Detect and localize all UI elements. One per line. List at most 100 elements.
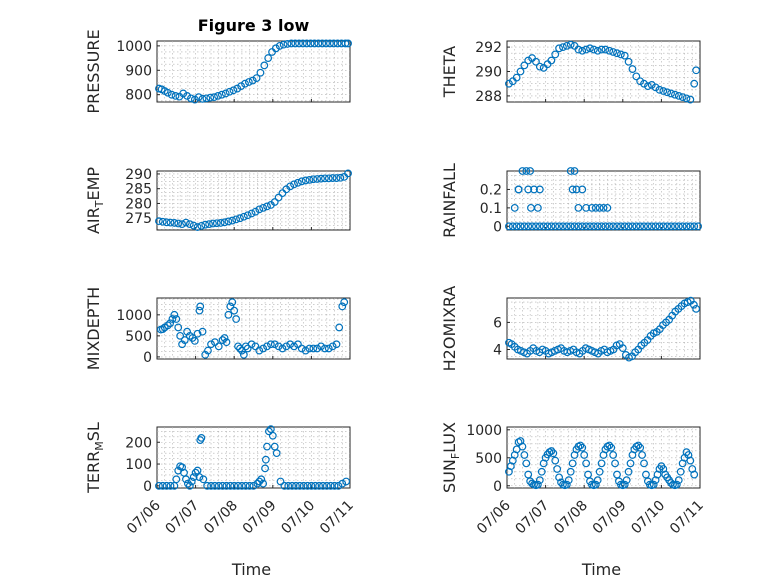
y-axis-label: THETA xyxy=(440,46,459,98)
data-point xyxy=(578,185,587,194)
data-point xyxy=(547,222,556,231)
data-point xyxy=(266,340,275,349)
data-point xyxy=(593,476,602,485)
data-point xyxy=(532,57,540,66)
data-point xyxy=(210,93,219,102)
data-point xyxy=(605,441,614,450)
data-point xyxy=(566,467,575,476)
x-tick-label: 07/09 xyxy=(590,498,630,538)
data-point xyxy=(321,174,329,183)
data-point xyxy=(162,218,171,227)
data-point xyxy=(205,220,214,229)
data-point xyxy=(535,185,544,194)
data-point xyxy=(535,222,544,231)
data-point xyxy=(522,459,531,468)
data-point xyxy=(263,202,271,211)
data-point xyxy=(634,441,643,450)
y-tick-label: 292 xyxy=(475,40,502,56)
data-point xyxy=(344,169,352,178)
data-point xyxy=(338,479,347,488)
data-point xyxy=(212,219,221,228)
data-point xyxy=(319,481,327,490)
data-point xyxy=(640,79,648,88)
data-point xyxy=(593,46,602,55)
data-point xyxy=(613,470,621,479)
data-point xyxy=(597,222,606,231)
data-point xyxy=(578,222,587,231)
data-point xyxy=(291,39,300,48)
data-point xyxy=(624,467,633,476)
y-tick-label: 1000 xyxy=(466,423,502,439)
data-point xyxy=(514,185,523,194)
data-point xyxy=(224,217,233,226)
data-point xyxy=(263,442,271,451)
data-point xyxy=(261,455,270,464)
series-markers xyxy=(505,167,702,231)
data-point xyxy=(183,479,192,488)
data-point xyxy=(238,481,246,490)
data-point xyxy=(566,167,575,175)
data-point xyxy=(214,91,222,100)
data-point xyxy=(263,342,271,351)
data-point xyxy=(678,222,687,231)
data-point xyxy=(317,174,325,183)
data-point xyxy=(518,167,527,175)
data-point xyxy=(609,451,618,459)
data-point xyxy=(564,476,573,485)
data-point xyxy=(201,220,210,229)
y-tick-label: 1000 xyxy=(116,39,152,55)
data-point xyxy=(520,61,529,70)
data-point xyxy=(295,39,303,48)
data-point xyxy=(328,342,337,351)
y-axis-label: H2OMIXRA xyxy=(440,286,459,372)
data-point xyxy=(636,443,645,452)
data-point xyxy=(582,222,591,231)
data-point xyxy=(162,481,171,490)
series-markers xyxy=(155,39,352,104)
data-point xyxy=(572,185,581,194)
data-point xyxy=(174,323,183,332)
data-point xyxy=(526,167,535,175)
x-tick-label: 07/10 xyxy=(278,498,318,538)
subplot-rainfall: 0 0.1 0.2 RAINFALL xyxy=(440,163,702,238)
subplot-theta: 288 290 292 THETA xyxy=(440,40,701,105)
data-point xyxy=(228,298,237,307)
data-point xyxy=(174,219,183,228)
data-point xyxy=(672,480,681,489)
data-point xyxy=(163,88,172,97)
data-point xyxy=(512,73,521,82)
data-point xyxy=(636,77,645,86)
data-point xyxy=(549,449,558,458)
data-point xyxy=(628,65,637,73)
data-point xyxy=(271,44,280,53)
data-point xyxy=(288,481,297,490)
subplot-mixdepth: 0 500 1000 MIXDEPTH xyxy=(84,287,351,370)
data-point xyxy=(686,456,695,465)
data-point xyxy=(690,470,699,479)
data-point xyxy=(286,182,295,191)
data-point xyxy=(609,48,618,56)
subplot-terr: 0 100 200 TERRMSL xyxy=(84,422,351,495)
data-point xyxy=(260,61,269,70)
y-axis-label: RAINFALL xyxy=(440,163,459,238)
data-point xyxy=(643,82,652,91)
data-point xyxy=(299,481,308,490)
y-tick-label: 4 xyxy=(493,343,502,359)
data-point xyxy=(568,185,577,194)
data-point xyxy=(533,480,542,489)
y-tick-label: 0 xyxy=(143,479,152,495)
data-point xyxy=(272,449,281,458)
data-point xyxy=(642,470,650,479)
y-tick-label: 500 xyxy=(125,329,152,345)
data-point xyxy=(290,342,298,351)
data-point xyxy=(301,346,310,355)
data-point xyxy=(643,222,652,231)
data-point xyxy=(649,480,658,489)
data-point xyxy=(651,222,660,231)
data-point xyxy=(518,442,527,451)
data-point xyxy=(187,477,196,486)
data-point xyxy=(524,222,533,231)
y-tick-label: 0 xyxy=(493,219,502,235)
data-point xyxy=(155,217,163,226)
